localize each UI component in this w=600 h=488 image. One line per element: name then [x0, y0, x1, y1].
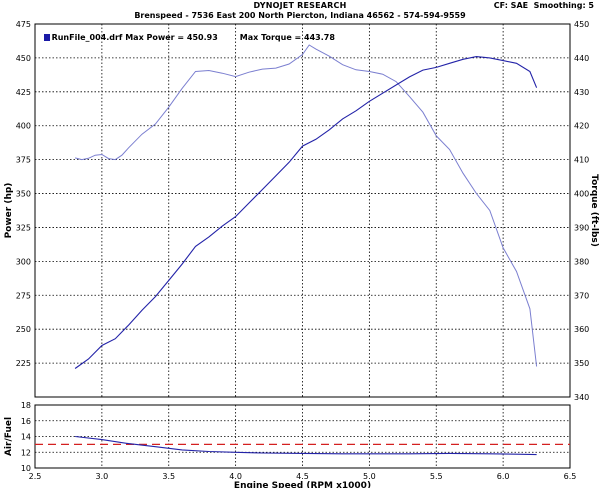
- settings-readout: CF: SAE Smoothing: 5: [493, 1, 594, 10]
- torque-tick-label: 400: [574, 190, 589, 199]
- rpm-tick-label: 5.0: [363, 472, 376, 481]
- power-tick-label: 300: [16, 257, 31, 266]
- power-tick-label: 425: [16, 88, 31, 97]
- power-tick-label: 275: [16, 291, 31, 300]
- power-tick-label: 375: [16, 156, 31, 165]
- af-axis-title: Air/Fuel: [4, 417, 14, 456]
- report-subtitle: Brenspeed - 7536 East 200 North Piercton…: [134, 11, 466, 20]
- power-tick-label: 250: [16, 325, 31, 334]
- torque-axis-ticks: 340 350 360 370 380 390 400 410 420 430 440 450: [574, 20, 589, 402]
- torque-tick-label: 440: [574, 54, 589, 63]
- rpm-tick-label: 3.5: [162, 472, 175, 481]
- main-series: [74, 44, 538, 369]
- torque-tick-label: 450: [574, 20, 589, 29]
- torque-series-line: [74, 44, 538, 367]
- power-tick-label: 400: [16, 122, 31, 131]
- af-tick-label: 10: [21, 464, 31, 473]
- rpm-tick-label: 2.5: [29, 472, 42, 481]
- power-tick-label: 475: [16, 20, 31, 29]
- rpm-tick-label: 4.5: [296, 472, 309, 481]
- power-tick-label: 225: [16, 359, 31, 368]
- power-axis-ticks: 225 250 275 300 325 350 375 400 425 450 475: [16, 20, 31, 368]
- rpm-tick-label: 6.0: [497, 472, 510, 481]
- af-tick-label: 16: [21, 417, 31, 426]
- af-grid: [34, 404, 571, 469]
- torque-tick-label: 360: [574, 325, 589, 334]
- af-plot-border: [34, 404, 571, 469]
- report-title: DYNOJET RESEARCH: [253, 1, 347, 10]
- main-plot-frame: [34, 23, 571, 398]
- af-series: [35, 435, 570, 456]
- af-series-line: [75, 435, 537, 456]
- power-axis-title: Power (hp): [4, 183, 14, 239]
- torque-tick-label: 420: [574, 122, 589, 131]
- torque-tick-label: 340: [574, 393, 589, 402]
- torque-tick-label: 370: [574, 291, 589, 300]
- rpm-tick-label: 5.5: [430, 472, 443, 481]
- legend-swatch: [43, 34, 50, 41]
- power-tick-label: 450: [16, 54, 31, 63]
- af-axis-ticks: 10 12 14 16 18: [21, 401, 31, 473]
- run-file-label: RunFile_004.drf: [51, 33, 123, 42]
- torque-tick-label: 410: [574, 156, 589, 165]
- torque-tick-label: 350: [574, 359, 589, 368]
- af-tick-label: 12: [21, 448, 31, 457]
- torque-tick-label: 390: [574, 223, 589, 232]
- af-tick-label: 14: [21, 433, 31, 442]
- power-series-line: [74, 56, 538, 369]
- torque-tick-label: 380: [574, 257, 589, 266]
- chart-legend: RunFile_004.drf Max Power = 450.93 Max To…: [38, 24, 335, 42]
- power-tick-label: 325: [16, 223, 31, 232]
- torque-axis-title: Torque (ft-lbs): [589, 174, 599, 247]
- af-tick-label: 18: [21, 401, 31, 410]
- rpm-tick-label: 6.5: [564, 472, 577, 481]
- max-power-label: Max Power = 450.93: [125, 33, 218, 42]
- max-torque-label: Max Torque = 443.78: [239, 33, 335, 42]
- report-header: DYNOJET RESEARCH Brenspeed - 7536 East 2…: [0, 0, 600, 24]
- axis-labels: Engine Speed (RPM x1000) Power (hp) Torque…: [4, 174, 599, 488]
- torque-tick-label: 430: [574, 88, 589, 97]
- af-plot-frame: [34, 404, 571, 469]
- power-tick-label: 350: [16, 190, 31, 199]
- main-plot-border: [34, 23, 571, 398]
- x-axis-title: Engine Speed (RPM x1000): [234, 481, 371, 488]
- rpm-axis-ticks: 2.5 3.0 3.5 4.0 4.5 5.0 5.5 6.0 6.5: [29, 472, 577, 481]
- rpm-tick-label: 4.0: [229, 472, 242, 481]
- rpm-tick-label: 3.0: [96, 472, 109, 481]
